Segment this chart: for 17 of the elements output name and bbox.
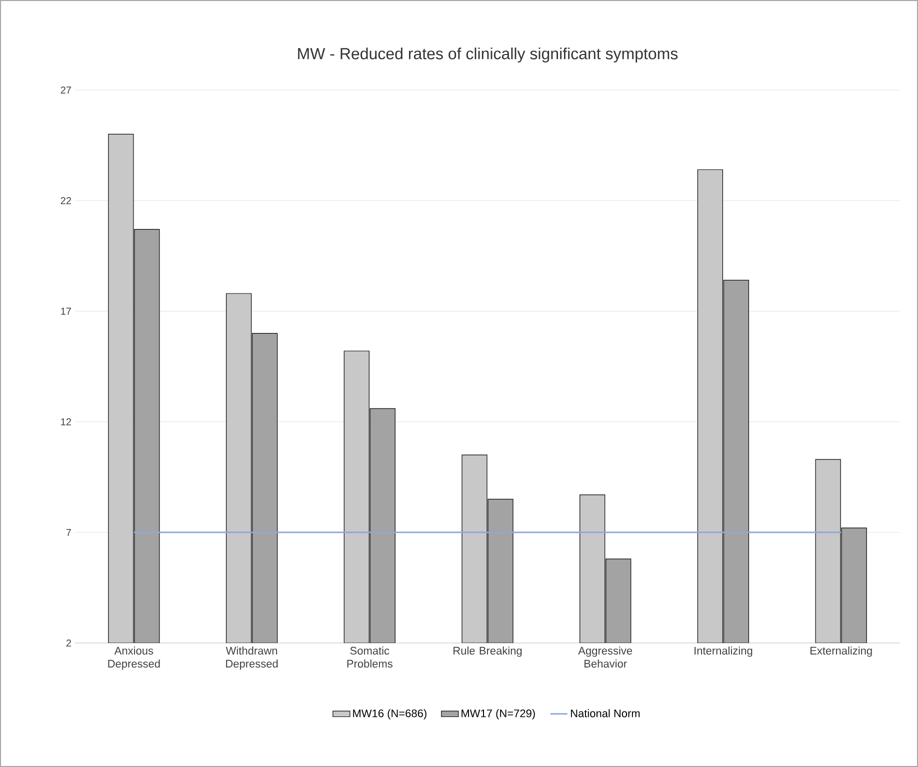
y-tick-label: 12 [61,418,71,426]
legend-label: MW17 (N=729) [462,709,535,720]
x-tick-label: Withdrawn Depressed [226,646,278,670]
y-tick-label: 2 [66,640,71,646]
y-tick-label: 17 [61,308,71,315]
y-tick-label: 22 [60,197,71,204]
x-tick-label: Internalizing [694,646,752,657]
x-tick-label: Somatic Problems [347,646,392,668]
legend-label: MW16 (N=686) [353,709,426,720]
x-tick-label: Externalizing [810,646,872,657]
y-tick-label: 7 [66,528,71,536]
y-tick-label: 27 [60,86,71,94]
legend-label: National Norm [570,709,640,718]
x-tick-label: Anxious Depressed [108,646,160,670]
x-tick-label: Rule Breaking [454,646,522,657]
chart-title: MW - Reduced rates of clinically significant symptoms [298,48,678,63]
x-tick-label: Aggressive Behavior [578,646,632,668]
